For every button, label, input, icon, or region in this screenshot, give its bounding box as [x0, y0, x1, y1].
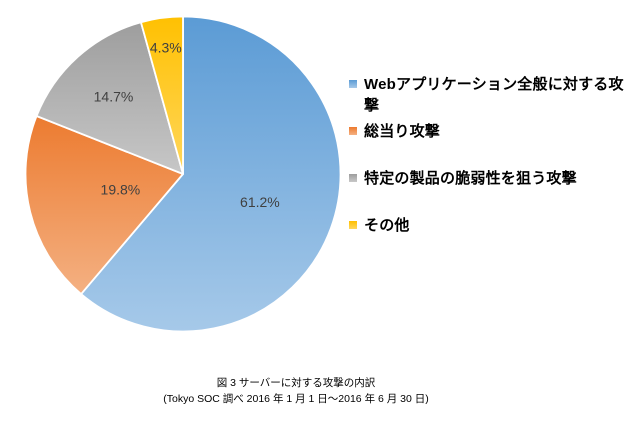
pie-percent-label-2: 14.7%: [94, 89, 134, 105]
pie-slice-0: [80, 15, 342, 333]
figure-caption-source: (Tokyo SOC 調べ 2016 年 1 月 1 日〜2016 年 6 月 …: [163, 393, 429, 405]
pie-slice-2: [35, 21, 184, 175]
legend-item-other: その他: [349, 215, 625, 236]
legend-swatch-gray-icon: [349, 174, 357, 182]
figure-caption-title: 図 3 サーバーに対する攻撃の内訳: [216, 377, 376, 389]
legend-item-web-app-attacks: Webアプリケーション全般に対する攻撃: [349, 74, 625, 116]
legend-swatch-blue-icon: [349, 80, 357, 88]
legend-label: Webアプリケーション全般に対する攻撃: [364, 76, 624, 114]
legend-item-brute-force: 総当り攻撃: [349, 121, 625, 142]
pie-percent-label-1: 19.8%: [101, 182, 141, 198]
legend-label: その他: [364, 217, 410, 234]
legend-swatch-yellow-icon: [349, 221, 357, 229]
pie-slice-3: [140, 15, 184, 175]
pie-percent-label-3: 4.3%: [150, 40, 182, 56]
legend-label: 特定の製品の脆弱性を狙う攻撃: [364, 170, 577, 187]
legend-label: 総当り攻撃: [364, 123, 441, 140]
chart-legend: Webアプリケーション全般に対する攻撃 総当り攻撃 特定の製品の脆弱性を狙う攻撃…: [349, 74, 625, 236]
legend-swatch-orange-icon: [349, 127, 357, 135]
figure-caption: 図 3 サーバーに対する攻撃の内訳 (Tokyo SOC 調べ 2016 年 1…: [0, 375, 592, 407]
pie-slice-1: [24, 115, 184, 295]
legend-item-product-vulnerability: 特定の製品の脆弱性を狙う攻撃: [349, 168, 625, 189]
pie-percent-label-0: 61.2%: [240, 194, 280, 210]
